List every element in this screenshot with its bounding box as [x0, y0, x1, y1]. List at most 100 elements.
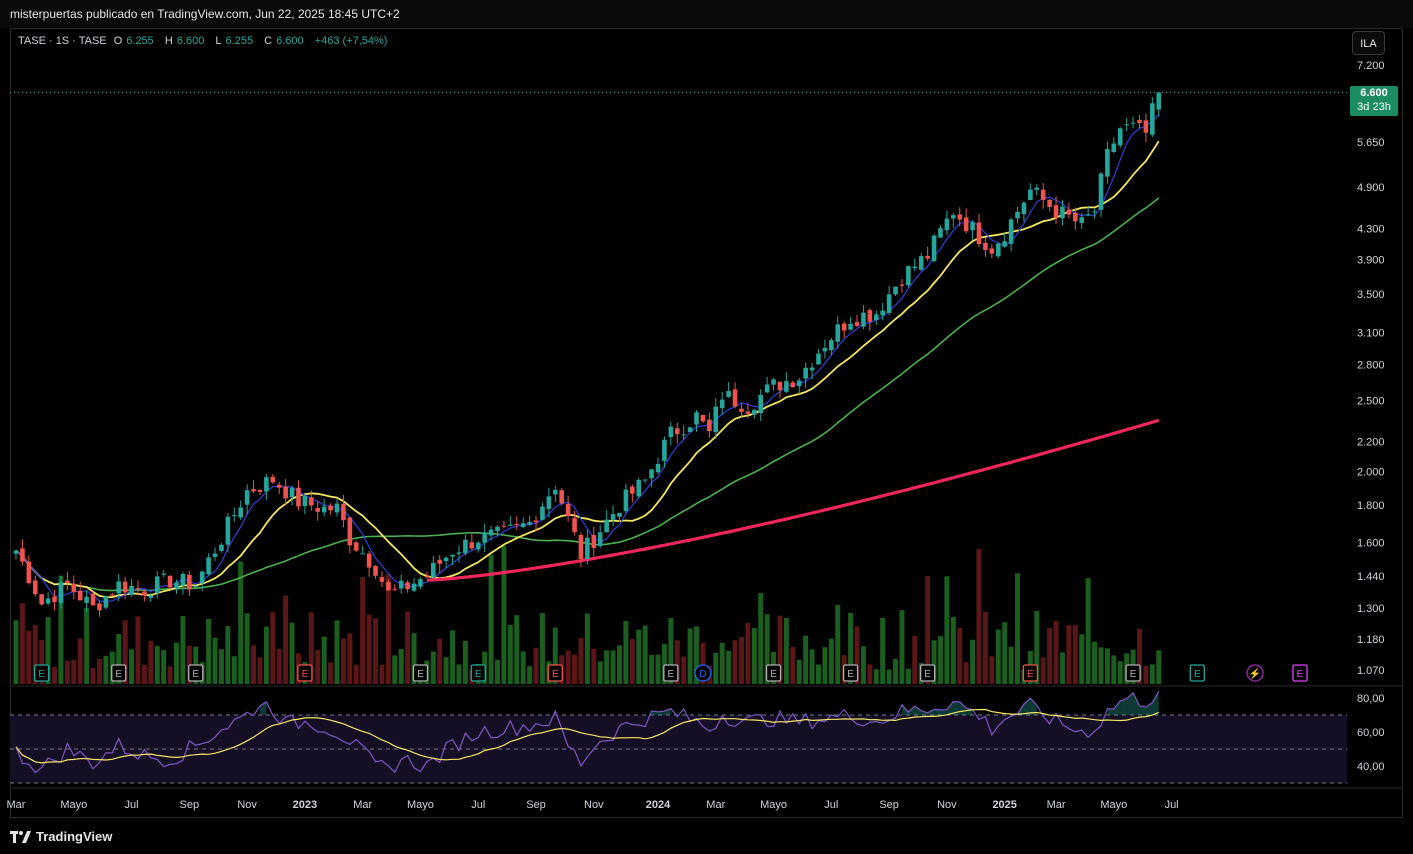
- candle-body: [1028, 189, 1033, 200]
- volume-series: [13, 545, 1162, 684]
- candle-body: [13, 550, 19, 554]
- price-axis-tick: 2.800: [1357, 360, 1385, 372]
- time-axis-tick: 2024: [646, 799, 671, 811]
- time-axis-tick: Sep: [879, 799, 899, 811]
- candle-body: [1021, 202, 1027, 215]
- volume-bar: [161, 650, 167, 684]
- candle-body: [39, 594, 44, 605]
- event-marker-letter: ⚡: [1249, 667, 1261, 680]
- volume-bar: [796, 659, 802, 684]
- candle-body: [135, 588, 141, 590]
- rsi-ma-line: [15, 708, 1160, 764]
- earnings-marker-box: [547, 664, 563, 682]
- high-value: 6.600: [176, 35, 205, 47]
- volume-bar: [1156, 650, 1162, 684]
- candle-body: [482, 532, 487, 543]
- candle-body: [1079, 217, 1085, 223]
- volume-bar: [180, 615, 186, 684]
- low-value: 6.255: [225, 35, 254, 47]
- currency-button[interactable]: ILA: [1352, 31, 1385, 55]
- ma-fast-line: [15, 114, 1160, 603]
- candle-body: [20, 548, 25, 562]
- event-marker-letter: E: [192, 669, 199, 680]
- volume-bar: [443, 657, 449, 684]
- volume-bar: [816, 664, 821, 684]
- volume-bar: [501, 545, 507, 684]
- candle-body: [26, 561, 32, 584]
- symbol-label[interactable]: TASE · 1S · TASE: [18, 35, 107, 47]
- rsi-overbought-fill: [959, 702, 967, 715]
- event-marker-circle: [1246, 664, 1264, 682]
- volume-bar: [1059, 652, 1065, 684]
- candle-body: [642, 479, 648, 481]
- volume-bar: [597, 661, 603, 684]
- volume-bar: [321, 636, 327, 684]
- candle-body: [976, 222, 982, 245]
- event-marker-letter: E: [847, 669, 854, 680]
- candle-body: [418, 579, 423, 587]
- candle-body: [161, 573, 166, 575]
- earnings-marker-box: [1292, 664, 1308, 682]
- volume-bar: [308, 612, 314, 684]
- volume-bar: [244, 613, 250, 684]
- volume-bar: [989, 656, 995, 684]
- candle-body: [90, 593, 96, 606]
- rsi-overbought-fill: [1023, 698, 1031, 715]
- time-axis-tick: Nov: [584, 799, 604, 811]
- volume-bar: [848, 613, 854, 684]
- candle-body: [655, 463, 661, 473]
- volume-bar: [783, 617, 789, 684]
- candle-body: [636, 479, 642, 497]
- candle-body: [687, 427, 693, 433]
- earnings-marker-box: [842, 664, 859, 682]
- volume-bar: [937, 636, 943, 684]
- candle-body: [809, 367, 815, 371]
- earnings-marker-box: [1125, 664, 1141, 682]
- candle-body: [713, 406, 719, 433]
- time-axis-tick: Sep: [180, 799, 200, 811]
- volume-bar: [411, 633, 417, 684]
- volume-bar: [764, 614, 770, 684]
- candle-body: [565, 503, 571, 516]
- volume-bar: [276, 648, 282, 684]
- time-axis-tick: 2023: [293, 799, 317, 811]
- candle-body: [1098, 173, 1104, 210]
- volume-bar: [148, 640, 154, 684]
- candle-body: [193, 586, 199, 588]
- volume-bar: [328, 662, 334, 684]
- volume-bar: [1066, 624, 1072, 684]
- price-axis-tick: 2.200: [1357, 436, 1385, 448]
- volume-bar: [96, 658, 102, 684]
- tradingview-logo[interactable]: TradingView: [10, 829, 112, 844]
- rsi-overbought-fill: [1107, 708, 1114, 715]
- time-axis-tick: Jul: [824, 799, 838, 811]
- rsi-overbought-fill: [1145, 702, 1153, 715]
- candle-body: [443, 557, 449, 562]
- candle-body: [411, 583, 417, 591]
- volume-bar: [700, 642, 706, 684]
- volume-bar: [880, 617, 886, 684]
- time-axis-tick: Jul: [1165, 799, 1179, 811]
- event-marker-letter: E: [475, 669, 482, 680]
- volume-bar: [687, 628, 693, 684]
- candle-body: [662, 439, 667, 461]
- bar-countdown: 3d 23h: [1357, 101, 1391, 113]
- price-axis-tick: 2.000: [1357, 467, 1385, 479]
- candle-body: [431, 562, 436, 578]
- volume-bar: [32, 624, 38, 684]
- volume-bar: [527, 666, 533, 684]
- candle-body: [623, 489, 629, 512]
- candle-body: [206, 557, 211, 575]
- candle-body: [899, 284, 905, 286]
- candle-body: [148, 595, 154, 598]
- volume-bar: [854, 626, 860, 684]
- candle-body: [71, 583, 77, 593]
- rsi-line: [15, 690, 1160, 774]
- candle-body: [501, 525, 507, 527]
- candle-body: [610, 514, 616, 520]
- candle-body: [65, 580, 70, 583]
- candle-body: [533, 520, 539, 523]
- volume-bar: [552, 627, 558, 684]
- volume-bar: [732, 640, 738, 684]
